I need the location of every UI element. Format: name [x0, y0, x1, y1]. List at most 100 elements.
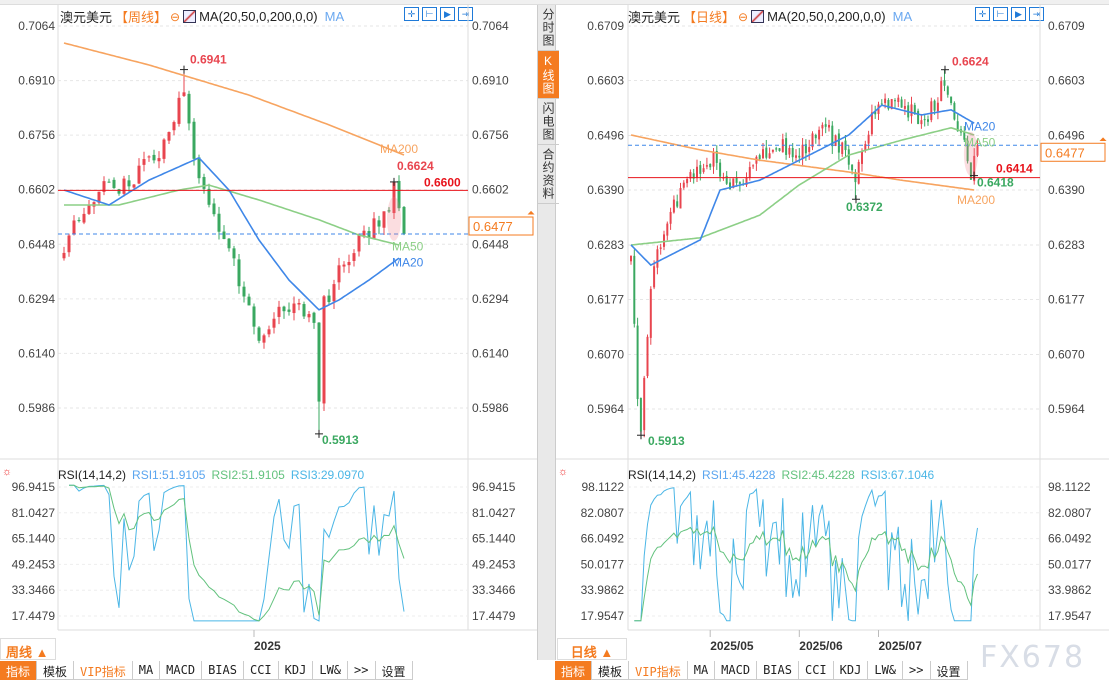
symbol-name: 澳元美元 [628, 10, 681, 25]
candle-body [362, 230, 366, 236]
go-latest-icon[interactable]: ⇥ [1029, 7, 1044, 21]
candle [242, 281, 246, 303]
rsi-axis-label-left: 96.9415 [12, 480, 56, 494]
candle-body [692, 173, 695, 179]
window-top-border [0, 0, 1109, 5]
ma-tag[interactable]: MA [892, 9, 913, 24]
y-axis-label-left: 0.6603 [587, 73, 624, 87]
period-button-weekly[interactable]: 周线 ▲ [0, 638, 56, 660]
candle-body [758, 155, 761, 160]
candle-body [870, 112, 873, 135]
indicator-tab-settings[interactable]: 设置 [376, 661, 413, 680]
rsi-header: RSI(14,14,2) RSI1:45.4228 RSI2:45.4228 RSI3… [628, 468, 935, 482]
collapse-circle-icon[interactable]: ⊖ [170, 9, 181, 24]
weekly-chart[interactable]: 0.7064 0.7064 0.6910 0.6910 0.6756 0.6756 0.66… [0, 5, 537, 660]
indicator-tab-cci[interactable]: CCI [799, 661, 834, 680]
indicator-tab-templates[interactable]: 模板 [37, 661, 75, 680]
indicator-tab-ma[interactable]: MA [133, 661, 161, 680]
candle-body [732, 178, 735, 188]
indicator-tab-macd[interactable]: MACD [715, 661, 758, 680]
candle-body [77, 220, 81, 222]
indicator-tab-lw[interactable]: LW& [313, 661, 349, 680]
candle-body [177, 97, 181, 124]
candle [867, 130, 870, 150]
candle-body [788, 147, 791, 155]
indicator-tab-cci[interactable]: CCI [244, 661, 279, 680]
candle [187, 90, 191, 131]
indicator-tab-vip[interactable]: VIP指标 [629, 661, 688, 680]
candle [172, 120, 176, 136]
candle-body [927, 119, 929, 122]
candle-body [768, 153, 771, 159]
rsi-axis-label-right: 81.0427 [472, 506, 516, 520]
indicator-tab-macd[interactable]: MACD [160, 661, 203, 680]
candle [87, 199, 91, 215]
tab-contract-info[interactable]: 合约资料 [538, 145, 559, 204]
candle [672, 195, 675, 214]
candle-body [798, 155, 801, 158]
alert-arrow-icon: ⏶ [527, 208, 535, 219]
candle [397, 175, 401, 212]
collapse-circle-icon[interactable]: ⊖ [738, 9, 749, 24]
candle [112, 177, 116, 189]
candle-body [712, 152, 715, 167]
candle-body [352, 253, 356, 261]
indicator-tab-indicators[interactable]: 指标 [555, 661, 593, 680]
candle-body [920, 120, 923, 125]
candle-body [801, 144, 804, 159]
y-axis-label-left: 0.6283 [587, 238, 624, 252]
indicator-tab-kdj[interactable]: KDJ [834, 661, 869, 680]
indicator-tab-indicators[interactable]: 指标 [0, 661, 38, 680]
candle-body [719, 162, 722, 177]
candle [765, 139, 768, 160]
candle-body [172, 122, 176, 131]
indicator-tab-ma[interactable]: MA [688, 661, 716, 680]
rsi-axis-label-left: 82.0807 [581, 506, 625, 520]
y-axis-label-left: 0.6496 [587, 129, 624, 143]
alert-arrow-icon: ⏶ [1099, 134, 1107, 145]
tab-flash-chart[interactable]: 闪电图 [538, 99, 559, 145]
indicator-tab-vip[interactable]: VIP指标 [74, 661, 133, 680]
ma200-label: MA200 [380, 142, 418, 156]
candle-body [745, 177, 748, 186]
x-axis-label: 2025 [254, 639, 281, 653]
y-axis-label-right: 0.6602 [472, 183, 509, 197]
indicator-tab-bias[interactable]: BIAS [202, 661, 244, 680]
candle-body [696, 166, 698, 179]
candle-body [242, 286, 246, 297]
daily-chart[interactable]: 0.6709 0.6709 0.6603 0.6603 0.6496 0.6496 0.63… [556, 5, 1109, 660]
indicator-tab-lw[interactable]: LW& [868, 661, 904, 680]
crosshair-icon[interactable]: ✛ [404, 7, 419, 21]
candle [167, 131, 171, 144]
rsi-axis-label-left: 33.3466 [12, 583, 56, 597]
tab-time-chart[interactable]: 分时图 [538, 5, 559, 51]
indicator-tab-more[interactable]: >> [348, 661, 376, 680]
candle-body [837, 133, 840, 153]
y-axis-label-left: 0.6448 [18, 237, 55, 251]
candle [137, 158, 141, 185]
ma-tag[interactable]: MA [324, 9, 345, 24]
indicator-tab-bias[interactable]: BIAS [757, 661, 799, 680]
candle [735, 171, 738, 187]
crosshair-icon[interactable]: ✛ [975, 7, 990, 21]
fit-range-icon[interactable]: ⊢ [993, 7, 1008, 21]
indicator-tab-kdj[interactable]: KDJ [279, 661, 314, 680]
indicator-tab-settings[interactable]: 设置 [931, 661, 968, 680]
ma-indicator-icon[interactable] [183, 10, 197, 23]
current-price-box [468, 216, 534, 236]
candle-body [332, 284, 336, 302]
fit-range-icon[interactable]: ⊢ [422, 7, 437, 21]
rsi-rsi2-label: RSI2:45.4228 [781, 468, 855, 482]
go-latest-icon[interactable]: ⇥ [458, 7, 473, 21]
indicator-tab-templates[interactable]: 模板 [592, 661, 630, 680]
ma-indicator-icon[interactable] [751, 10, 765, 23]
tab-kline-chart[interactable]: K线图 [538, 51, 559, 99]
candle-body [679, 188, 682, 209]
candle [62, 246, 66, 261]
y-axis-label-left: 0.5986 [18, 401, 55, 415]
indicator-tab-more[interactable]: >> [903, 661, 931, 680]
candle [768, 147, 771, 159]
play-icon[interactable]: ▶ [440, 7, 455, 21]
period-button-daily[interactable]: 日线 ▲ [557, 638, 627, 660]
play-icon[interactable]: ▶ [1011, 7, 1026, 21]
